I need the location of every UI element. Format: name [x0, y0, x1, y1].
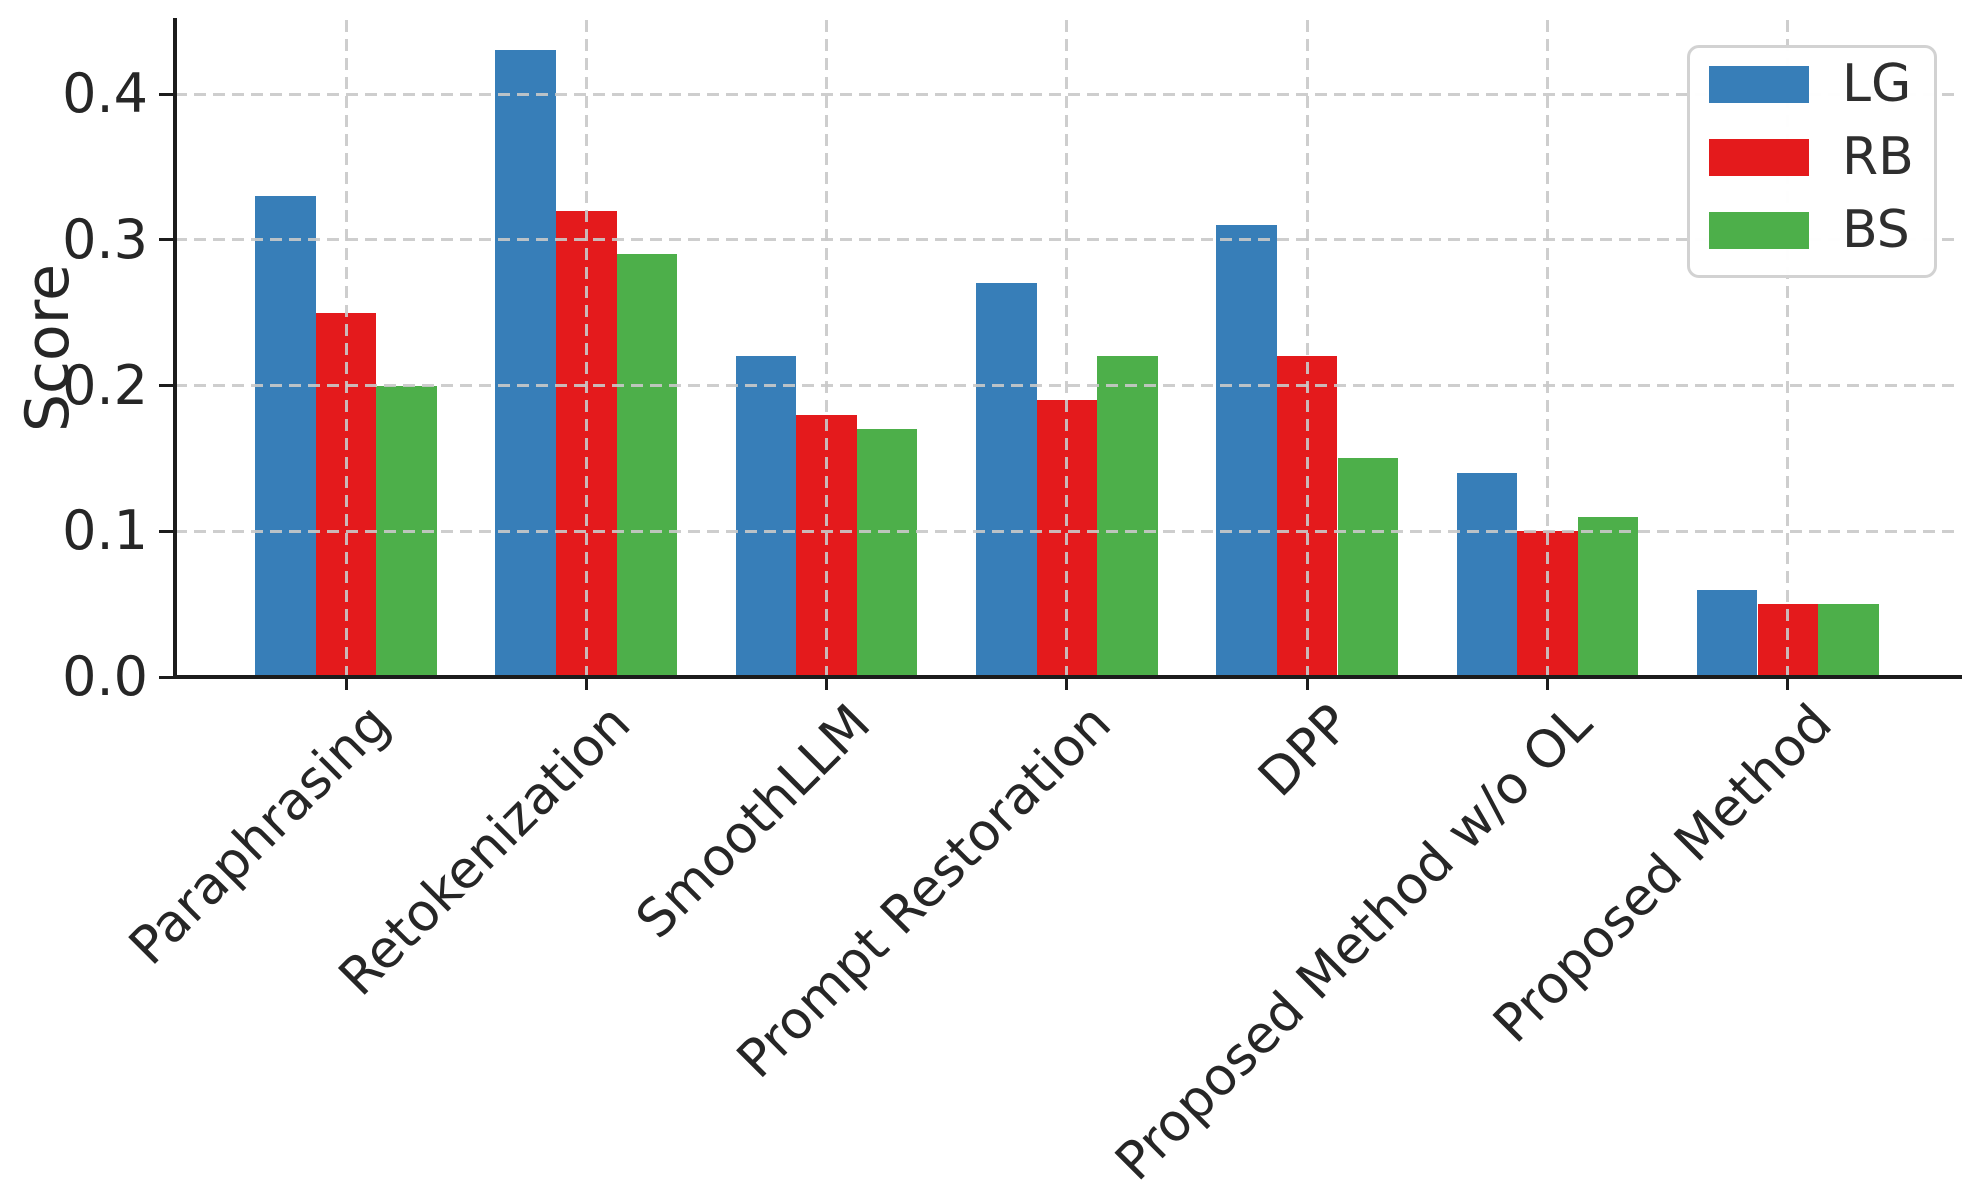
- y-tick-mark: [159, 238, 174, 242]
- legend-swatch-bs: [1709, 212, 1809, 249]
- legend-label-bs: BS: [1842, 200, 1910, 260]
- y-tick-mark: [159, 384, 174, 387]
- vertical-gridline: [1305, 20, 1309, 677]
- x-tick-mark: [1305, 677, 1309, 690]
- legend-label-lg: LG: [1842, 54, 1912, 114]
- legend-row-rb: RB: [1709, 127, 1934, 187]
- bar-lg-5: [1216, 225, 1277, 677]
- vertical-gridline: [584, 20, 588, 677]
- legend-row-lg: LG: [1709, 54, 1934, 114]
- bar-lg-3: [735, 356, 797, 677]
- bar-lg-2: [495, 50, 556, 677]
- legend-swatch-lg: [1709, 66, 1809, 103]
- vertical-gridline: [1065, 20, 1069, 677]
- y-tick-label: 0.4: [62, 62, 148, 125]
- legend: LG RB BS: [1687, 45, 1937, 278]
- y-tick-mark: [159, 675, 174, 679]
- vertical-gridline: [1786, 20, 1790, 677]
- legend-swatch-rb: [1709, 139, 1809, 176]
- y-tick-mark: [159, 92, 174, 96]
- legend-label-rb: RB: [1842, 127, 1914, 187]
- y-tick-mark: [159, 529, 174, 533]
- x-tick-mark: [825, 677, 829, 690]
- x-tick-label: DPP: [1247, 693, 1363, 809]
- bar-bs-3: [856, 429, 918, 677]
- y-tick-label: 0.1: [62, 499, 148, 563]
- plot-area: [175, 20, 1960, 677]
- vertical-gridline: [344, 20, 348, 677]
- y-tick-label: 0.3: [62, 207, 148, 271]
- bar-bs-7: [1818, 604, 1879, 677]
- x-tick-mark: [344, 677, 348, 690]
- x-tick-label: Proposed Method w/o OL: [1104, 693, 1604, 1180]
- x-tick-label: SmoothLLM: [625, 693, 883, 951]
- vertical-gridline: [1546, 20, 1549, 677]
- bar-lg-6: [1456, 472, 1518, 677]
- x-tick-mark: [1786, 677, 1790, 690]
- bar-bs-2: [616, 254, 678, 677]
- bar-bs-4: [1097, 356, 1158, 677]
- bar-bs-5: [1337, 458, 1399, 677]
- legend-row-bs: BS: [1709, 200, 1934, 260]
- y-tick-label: 0.0: [62, 645, 148, 708]
- vertical-gridline: [825, 20, 829, 677]
- x-tick-mark: [1546, 677, 1549, 690]
- x-tick-mark: [1065, 677, 1069, 690]
- bar-bs-6: [1577, 516, 1639, 677]
- y-axis-line: [173, 18, 177, 677]
- bar-lg-4: [976, 283, 1037, 677]
- bar-lg-7: [1696, 589, 1758, 677]
- bar-lg-1: [255, 196, 316, 677]
- y-tick-label: 0.2: [62, 353, 148, 417]
- x-tick-mark: [584, 677, 588, 690]
